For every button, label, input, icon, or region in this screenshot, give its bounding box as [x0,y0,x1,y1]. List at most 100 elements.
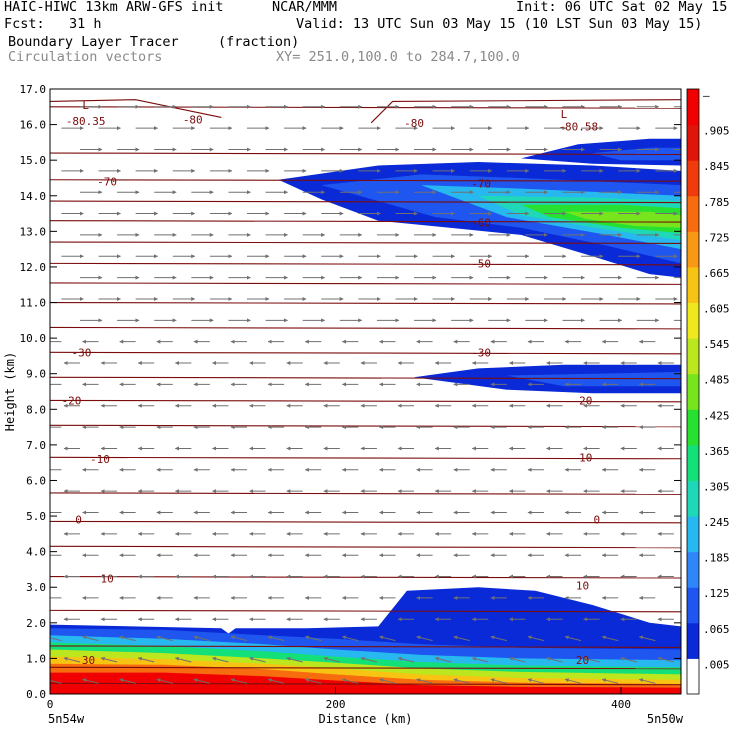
colorbar-label: .185 [703,552,730,565]
colorbar-swatch [687,89,699,126]
mid-plume-fill [506,371,681,387]
isotherm-line [50,220,681,223]
y-tick-label: 16.0 [20,119,47,132]
init-time: Init: 06 UTC Sat 02 May 15 [516,0,728,15]
colorbar-swatch [687,587,699,624]
circulation-vector [230,678,248,684]
forecast-hour: Fcst: 31 h [4,16,102,32]
vector-layer [50,104,681,684]
isotherm-labels: -80.35 -80 -80 -80.58 -70 -70 -60 -50 -30 -30 -20 -… [61,99,600,667]
valid-time: Valid: 13 UTC Sun 03 May 15 (10 LST Sun … [296,16,703,32]
circulation-vector [230,635,248,642]
colorbar-label: .305 [703,480,730,493]
circulation-vector [527,678,545,684]
y-tick-label: 14.0 [20,190,47,203]
circulation-vector [509,656,526,663]
y-tick-label: 0.0 [26,688,46,701]
colorbar-swatch [687,622,699,659]
colorbar-swatch [687,480,699,517]
circulation-vector [601,635,619,642]
circulation-vector [267,635,285,642]
isotherm-line [50,152,681,156]
field-name: Boundary Layer Tracer [8,34,179,50]
x-tick-label: 0 [47,698,54,711]
low-pressure-marker: L [82,99,89,112]
cross-section-endpoints: XY= 251.0,100.0 to 284.7,100.0 [276,49,520,65]
y-tick-label: 12.0 [20,261,47,274]
circulation-vector [304,678,322,684]
isotherm-label: -80 [183,113,203,126]
colorbar-label: .365 [703,445,730,458]
circulation-vector [193,635,211,642]
y-tick-label: 8.0 [26,403,46,416]
circulation-vector [137,656,155,663]
circulation-vector [119,635,136,642]
isotherm-line [370,99,681,124]
isotherm-label: -80.58 [558,120,598,133]
colorbar-label: .545 [703,338,730,351]
colorbar-label: .485 [703,374,730,387]
isotherm-line [50,200,681,204]
circulation-vector [620,656,637,663]
colorbar-label: .905 [703,125,730,138]
circulation-vector [546,656,563,663]
circulation-vector [286,656,303,663]
colorbar-swatch [687,658,699,695]
org-label: NCAR/MMM [272,0,338,15]
circulation-vector [638,635,656,642]
isotherm-line [50,106,681,109]
y-tick-label: 7.0 [26,439,46,452]
y-tick-label: 4.0 [26,546,46,559]
x-axis-label: Distance (km) [319,712,413,726]
isotherm-label: -80 [404,117,424,130]
colorbar-label: .425 [703,409,730,422]
isotherm-label: -70 [471,177,491,190]
colorbar-label: .725 [703,231,730,244]
colorbar-swatch [687,444,699,481]
isotherm-label: -20 [573,394,593,407]
isotherm-label: 0 [593,514,600,527]
isotherm-label: -30 [71,346,91,359]
colorbar: .005 .065 .125 .185 .245 .305 .365 .425 .485 .545… [686,88,730,695]
circulation-vector [471,656,489,663]
circulation-vector [564,678,582,684]
colorbar-swatch [687,373,699,410]
circulation-vector [490,635,507,642]
circulation-vector [527,635,545,642]
x-endpoint-left: 5n54w [48,712,85,726]
colorbar-label: .605 [703,303,730,316]
circulation-vector [379,635,396,642]
vector-label: Circulation vectors [8,49,163,65]
isotherm-layer [50,99,681,686]
y-tick-label: 15.0 [20,154,47,167]
x-tick-label: 400 [611,698,631,711]
y-tick-label: 1.0 [26,652,46,665]
model-title: HAIC-HIWC 13km ARW-GFS init [4,0,224,15]
circulation-vector [212,656,229,663]
circulation-vector [490,678,507,684]
circulation-vector [304,635,322,642]
isotherm-line [50,424,681,428]
y-tick-label: 6.0 [26,474,46,487]
y-axis-label: Height (km) [3,352,17,431]
x-endpoint-right: 5n50w [647,712,684,726]
isotherm-label: 10 [100,572,113,585]
isotherm-label: -60 [471,216,491,229]
colorbar-label: .065 [703,623,730,636]
isotherm-line [50,399,681,403]
upper-plume-fill [563,211,681,228]
field-units: (fraction) [218,34,300,50]
colorbar-swatch [687,551,699,588]
circulation-vector [267,678,285,684]
isotherm-label: -70 [97,176,117,189]
isotherm-line [50,241,681,245]
colorbar-swatch [687,338,699,375]
circulation-vector [82,678,99,684]
circulation-vector [564,635,582,642]
circulation-vector [453,635,470,642]
circulation-vector [50,637,62,642]
y-tick-label: 2.0 [26,617,46,630]
colorbar-swatch [687,266,699,304]
isotherm-line [50,645,681,648]
